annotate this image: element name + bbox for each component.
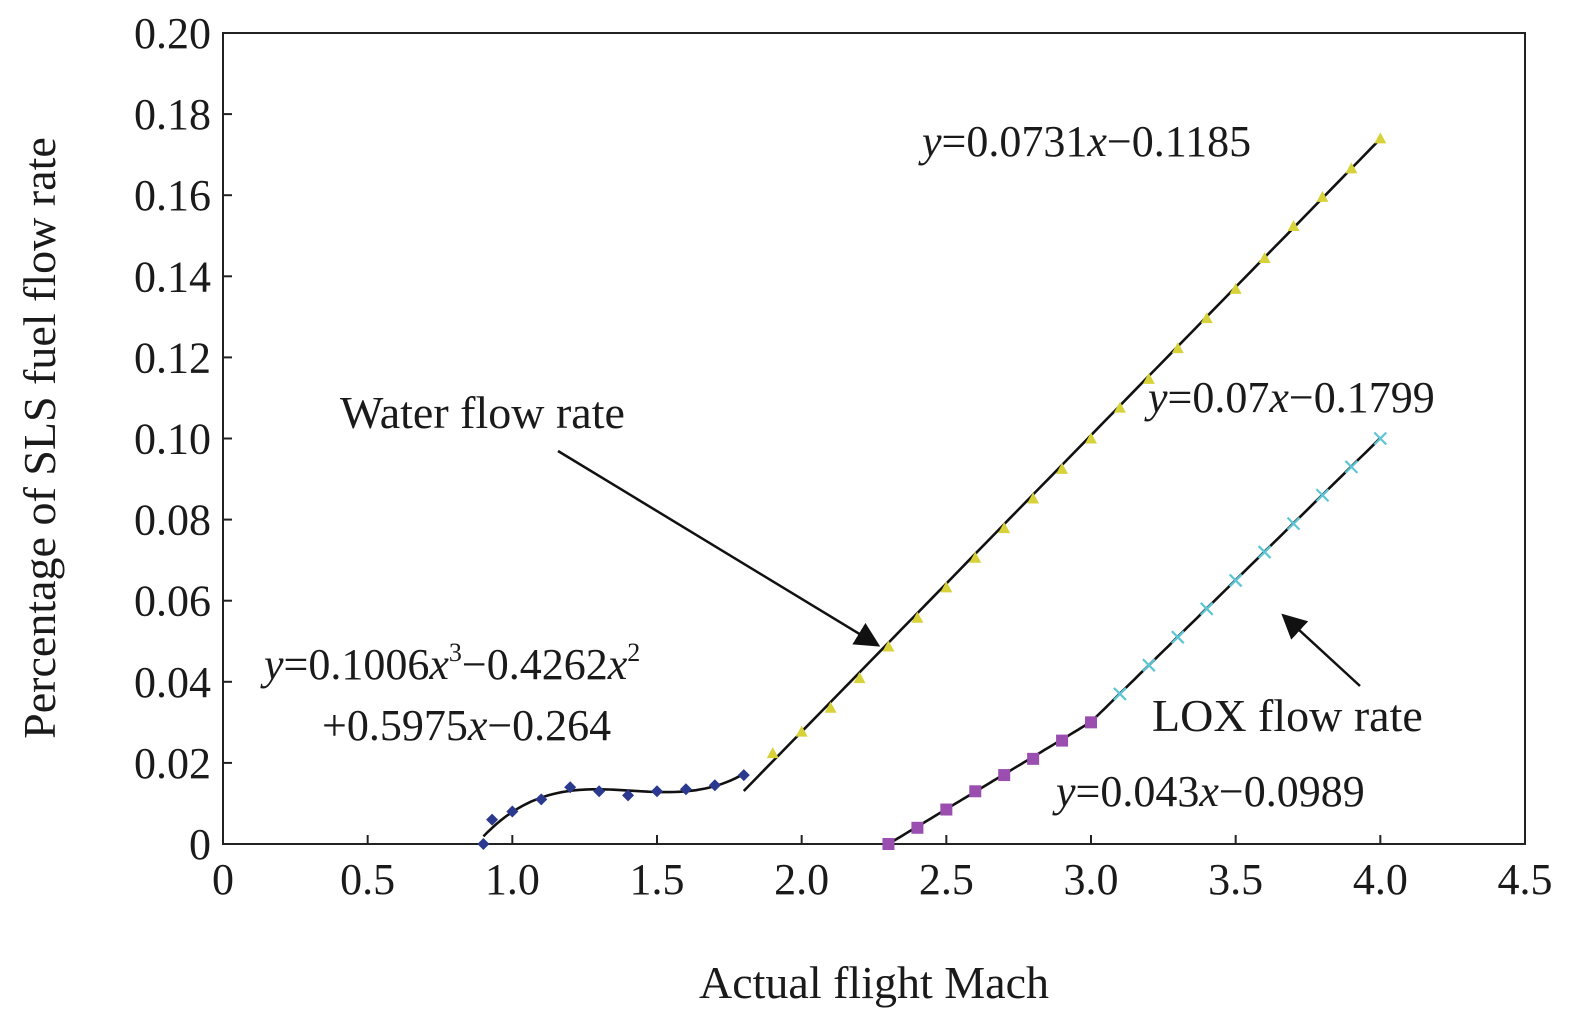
y-tick-label: 0.12 [134, 333, 211, 382]
y-tick-label: 0.02 [134, 739, 211, 788]
water-flow-label: Water flow rate [340, 387, 625, 438]
data-point [1228, 573, 1243, 588]
data-point [564, 781, 577, 794]
data-point [593, 785, 606, 798]
data-point [506, 805, 519, 818]
data-point [1171, 630, 1185, 644]
data-point [708, 779, 721, 792]
water-arrow [557, 449, 881, 647]
y-tick-label: 0.04 [134, 658, 211, 707]
y-tick-label: 0.16 [134, 171, 211, 220]
equation-cubic-line1: y=0.1006x3−0.4262x2 [260, 638, 640, 689]
axis-tick-labels: 0 0.5 1.0 1.5 2.0 2.5 3.0 3.5 4.0 4.5 0 0.02 0.04 0.0… [134, 9, 1553, 904]
data-point [1085, 432, 1097, 444]
data-point [766, 747, 779, 759]
y-tick-label: 0.08 [134, 496, 211, 545]
data-point [1056, 462, 1069, 474]
data-point [1027, 492, 1040, 504]
data-markers [477, 132, 1388, 850]
x-tick-label: 1.5 [630, 855, 685, 904]
data-point [1142, 658, 1156, 672]
data-point [1287, 220, 1300, 232]
y-tick-label: 0 [189, 820, 211, 869]
lox-flow-label: LOX flow rate [1152, 690, 1423, 741]
x-tick-label: 3.0 [1064, 855, 1119, 904]
x-tick-label: 4.5 [1498, 855, 1553, 904]
data-point [853, 672, 866, 684]
y-tick-label: 0.18 [134, 90, 211, 139]
x-tick-label: 3.5 [1208, 855, 1263, 904]
x-tick-label: 0.5 [340, 855, 395, 904]
data-point [1229, 282, 1242, 294]
y-tick-label: 0.06 [134, 577, 211, 626]
data-point [1200, 312, 1213, 324]
x-tick-label: 4.0 [1353, 855, 1408, 904]
data-point [940, 803, 953, 816]
data-point [1027, 752, 1040, 765]
data-point [1199, 602, 1214, 616]
x-axis-title: Actual flight Mach [699, 957, 1049, 1008]
data-point [1373, 431, 1388, 446]
data-point [824, 701, 837, 713]
data-point [486, 813, 499, 826]
data-point [882, 640, 895, 652]
equation-lox-lower: y=0.043x−0.0989 [1052, 767, 1365, 816]
data-point [622, 789, 635, 802]
data-point [1316, 190, 1329, 202]
data-point [940, 581, 953, 593]
equation-lox-upper: y=0.07x−0.1799 [1144, 373, 1435, 422]
data-point [1344, 460, 1359, 474]
y-tick-label: 0.10 [134, 415, 211, 464]
data-point [651, 785, 663, 798]
data-point [1142, 372, 1155, 384]
x-tick-label: 0 [212, 855, 234, 904]
data-point [737, 769, 750, 782]
data-point [1286, 516, 1301, 531]
data-point [1171, 342, 1184, 354]
data-point [1315, 488, 1330, 503]
data-point [969, 551, 982, 563]
lox-arrow [1281, 613, 1361, 687]
x-tick-label: 1.0 [485, 855, 540, 904]
data-point [1345, 162, 1358, 174]
data-point [1258, 252, 1271, 264]
x-tick-label: 2.5 [919, 855, 974, 904]
data-point [911, 821, 924, 834]
data-point [1374, 132, 1387, 144]
x-tick-label: 2.0 [774, 855, 829, 904]
data-point [1085, 716, 1097, 729]
data-point [477, 838, 490, 850]
data-point [998, 769, 1011, 782]
data-point [969, 785, 982, 798]
y-tick-label: 0.14 [134, 252, 211, 301]
data-point [998, 522, 1011, 534]
data-point [1056, 734, 1069, 747]
equation-water-linear: y=0.0731x−0.1185 [918, 117, 1251, 166]
data-point [535, 793, 548, 806]
data-point [911, 611, 924, 623]
data-point [882, 838, 895, 850]
fit-line-0 [482, 772, 745, 838]
y-tick-label: 0.20 [134, 9, 211, 58]
axis-ticks [222, 32, 1526, 845]
data-point [1257, 545, 1272, 559]
data-point [795, 725, 808, 737]
data-point [679, 783, 692, 796]
equation-cubic-line2: +0.5975x−0.264 [322, 701, 611, 750]
data-point [1113, 687, 1127, 701]
data-point [1113, 401, 1126, 413]
y-axis-title: Percentage of SLS fuel flow rate [14, 137, 65, 739]
